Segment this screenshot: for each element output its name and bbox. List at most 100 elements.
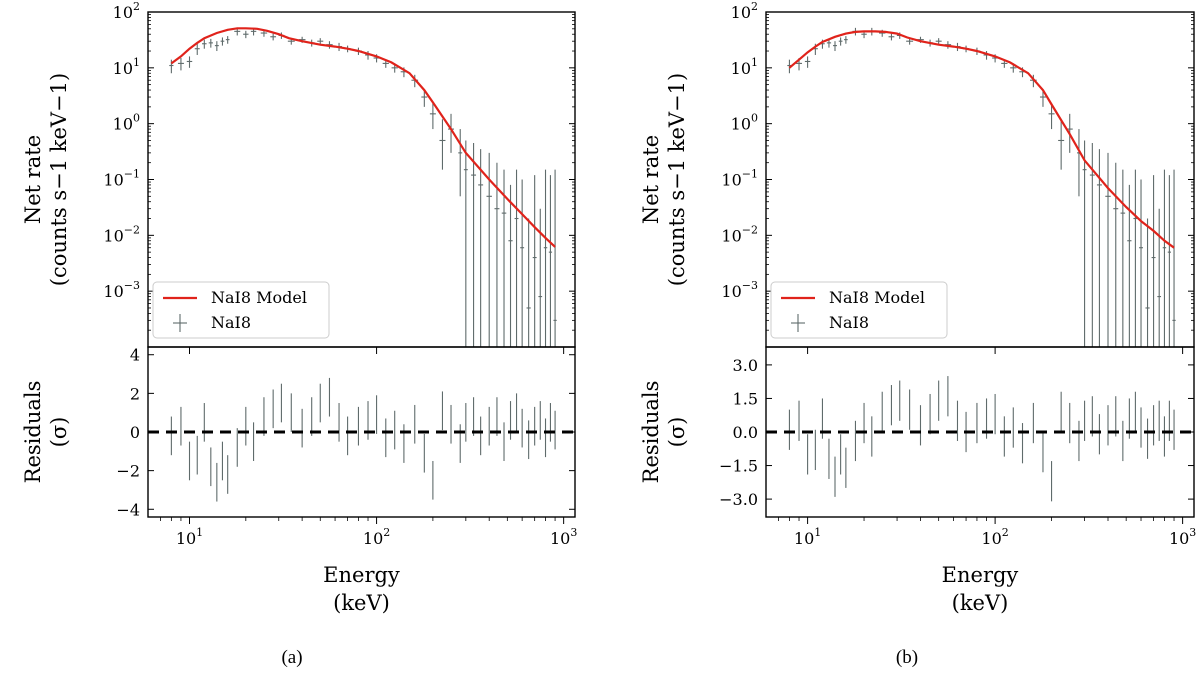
x-tick-label-base: 10 [1169,529,1189,548]
top-data-layer [169,27,557,347]
data-point [532,175,537,347]
y-tick-label-base: 10 [731,59,751,78]
legend: NaI8 Model NaI8 [152,281,330,339]
data-point [1089,143,1095,347]
data-point [214,41,219,52]
data-point [1172,169,1176,347]
x-tick-label: 101 [176,526,203,548]
data-point [888,33,895,41]
panel-caption: (b) [896,647,918,668]
residual-y-tick-label: 2 [130,384,140,403]
data-point [1139,179,1143,347]
data-point [1039,90,1046,107]
legend-box [152,281,330,339]
data-point [220,37,225,46]
data-point [1133,169,1138,347]
data-point [838,37,843,46]
residual-y-axis-title: Residuals [639,381,663,484]
data-point [486,152,492,347]
y-tick-label-base: 10 [721,171,741,190]
data-point [1157,208,1162,347]
top-ylabel: Net rate (counts s−1 keV−1) [639,73,689,286]
legend-model-label: NaI8 Model [211,288,307,307]
data-point [478,149,484,347]
data-point [194,43,200,55]
y-tick-label-base: 10 [113,3,133,22]
bottom-ylabel: Residuals (σ) [639,381,689,484]
data-point [202,39,207,49]
data-point [1096,149,1102,347]
data-point [1127,184,1132,347]
y-tick-label: 10−3 [103,279,140,301]
data-point [553,169,557,347]
y-tick-label-base: 10 [103,282,123,301]
x-tick-label-base: 10 [363,529,383,548]
y-tick-label: 100 [113,112,140,134]
y-tick-label-base: 10 [113,115,133,134]
x-tick-label: 102 [363,526,390,548]
data-point [508,184,513,347]
data-point [186,56,193,68]
y-tick-label: 102 [113,0,140,22]
y-tick-label: 102 [731,0,758,22]
residual-y-tick-label: −2 [116,462,140,481]
x-tick-label-exponent: 2 [383,526,390,539]
data-point [1162,169,1167,347]
residual-y-tick-label: 0 [130,423,140,442]
y-tick-label-exponent: 2 [751,0,758,13]
y-tick-label-exponent: −2 [742,223,758,236]
legend: NaI8 Model NaI8 [770,281,948,339]
data-point [421,90,428,107]
data-point [1167,175,1172,347]
data-point [169,59,174,74]
data-point [804,56,811,68]
residual-y-axis-unit: (σ) [665,417,689,448]
y-axis-title: Net rate [21,135,45,224]
y-tick-label: 10−3 [721,279,758,301]
data-point [429,103,436,130]
residual-y-tick-label: 3.0 [733,356,758,375]
y-tick-label: 100 [731,112,758,134]
data-point [458,129,463,197]
x-tick-label-base: 10 [176,529,196,548]
x-axis-unit: (keV) [333,591,390,615]
y-tick-label-exponent: −2 [124,223,140,236]
y-tick-label: 101 [113,56,140,78]
data-point [501,169,507,347]
residual-y-tick-label: 1.5 [733,389,758,408]
y-tick-label-base: 10 [103,226,123,245]
model-curve [170,27,556,248]
x-tick-label-base: 10 [981,529,1001,548]
data-point [520,179,525,347]
bottom-ylabel: Residuals (σ) [21,381,71,484]
residual-y-tick-label: −1.5 [719,457,758,476]
y-tick-label-exponent: 0 [133,112,140,125]
x-axis-title: Energy [323,563,400,587]
y-tick-label-exponent: 2 [133,0,140,13]
x-tick-label-exponent: 1 [196,526,203,539]
data-point [526,218,531,347]
y-tick-label-base: 10 [721,282,741,301]
data-point [1120,169,1126,347]
data-point [1145,218,1150,347]
data-point [177,58,184,71]
y-tick-label-exponent: −1 [742,168,758,181]
x-tick-label-exponent: 3 [1189,526,1196,539]
legend-model-label: NaI8 Model [829,288,925,307]
x-tick-label-base: 10 [550,529,570,548]
data-point [1076,129,1081,197]
data-point [439,119,446,170]
model-curve [788,30,1175,249]
y-tick-label-base: 10 [721,226,741,245]
y-tick-label-exponent: −3 [742,279,758,292]
data-point [548,175,553,347]
y-tick-label-exponent: 1 [751,56,758,69]
panel-caption: (a) [281,647,302,668]
residual-y-tick-label: 4 [130,346,140,365]
residual-y-tick-label: −3.0 [719,490,758,509]
y-tick-label-exponent: 0 [751,112,758,125]
residual-y-tick-label: 0.0 [733,423,758,442]
